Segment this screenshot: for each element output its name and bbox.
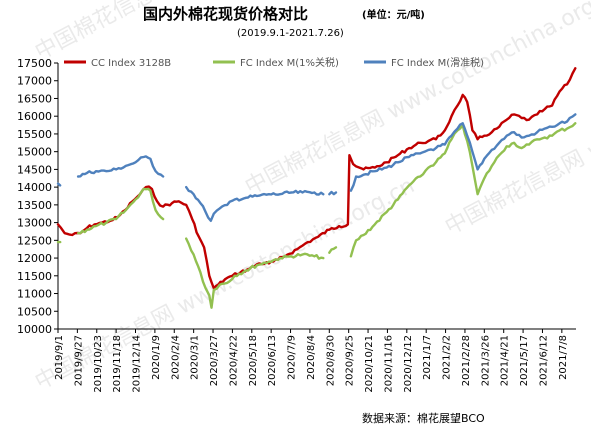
series-layer: [56, 67, 577, 309]
x-tick-label: 2019/10/23: [93, 335, 104, 393]
y-tick-label: 12500: [17, 234, 52, 247]
x-tick-label: 2021/2/28: [461, 335, 472, 386]
series-line: [328, 190, 338, 196]
x-tick-label: 2021/3/26: [480, 335, 491, 386]
y-tick-label: 16000: [17, 110, 52, 123]
x-tick-label: 2020/10/21: [364, 335, 375, 393]
y-tick-label: 14000: [17, 181, 52, 194]
x-tick-label: 2019/11/18: [112, 335, 123, 393]
y-tick-label: 15500: [17, 128, 52, 141]
series-line: [76, 187, 165, 235]
legend-label: FC Index M(滑准税): [391, 56, 484, 69]
y-tick-label: 10000: [17, 323, 52, 336]
chart-unit: (单位：元/吨): [362, 8, 425, 21]
x-tick-label: 2020/1/9: [151, 335, 162, 380]
x-tick-label: 2021/2/2: [442, 335, 453, 380]
x-tick-label: 2019/12/14: [132, 335, 143, 393]
x-tick-label: 2019/9/27: [73, 335, 84, 386]
x-tick-label: 2021/4/21: [500, 335, 511, 386]
x-tick-label: 2020/8/4: [306, 335, 317, 380]
y-tick-label: 13000: [17, 217, 52, 230]
series-1: [56, 67, 577, 290]
y-tick-label: 13500: [17, 199, 52, 212]
y-tick-label: 17000: [17, 75, 52, 88]
series-line: [349, 122, 577, 258]
x-tick-label: 2021/6/12: [538, 335, 549, 386]
series-line: [185, 237, 325, 309]
y-tick-label: 11500: [17, 270, 52, 283]
legend-label: FC Index M(1%关税): [240, 56, 339, 69]
series-line: [185, 185, 325, 222]
y-tick-label: 14500: [17, 163, 52, 176]
chart-title: 国内外棉花现货价格对比: [143, 5, 308, 23]
series-2: [56, 122, 577, 309]
x-tick-label: 2020/11/16: [383, 335, 394, 393]
legend-label: CC Index 3128B: [91, 58, 171, 69]
x-axis: 2019/9/1 2019/9/27 2019/10/23 2019/11/18 201…: [54, 328, 576, 393]
x-tick-label: 2020/7/9: [287, 335, 298, 380]
series-3: [56, 113, 577, 222]
x-tick-label: 2020/9/25: [345, 335, 356, 386]
series-line: [349, 113, 577, 192]
x-tick-label: 2020/3/1: [190, 335, 201, 380]
x-tick-label: 2020/6/13: [267, 335, 278, 386]
y-tick-label: 12000: [17, 252, 52, 265]
x-tick-label: 2019/9/1: [54, 335, 65, 380]
x-tick-label: 2020/12/12: [403, 335, 414, 393]
x-tick-label: 2020/4/22: [228, 335, 239, 386]
x-tick-label: 2020/5/18: [248, 335, 259, 386]
x-tick-label: 2020/8/30: [325, 335, 336, 386]
x-tick-label: 2021/1/7: [422, 335, 433, 380]
series-line: [76, 155, 165, 178]
legend: CC Index 3128B FC Index M(1%关税) FC Index M…: [64, 56, 484, 69]
y-tick-label: 16500: [17, 92, 52, 105]
x-tick-label: 2021/5/17: [519, 335, 530, 386]
x-tick-label: 2020/2/4: [170, 335, 181, 380]
y-tick-label: 17500: [17, 57, 52, 70]
series-line: [328, 246, 338, 254]
chart-subtitle: (2019.9.1-2021.7.26): [237, 28, 344, 39]
series-line: [56, 67, 577, 290]
x-tick-label: 2021/7/8: [558, 335, 569, 380]
y-tick-label: 10500: [17, 305, 52, 318]
y-tick-label: 15000: [17, 146, 52, 159]
source-note: 数据来源：棉花展望BCO: [362, 411, 485, 425]
series-line: [56, 182, 62, 187]
x-tick-label: 2020/3/27: [209, 335, 220, 386]
y-tick-label: 11000: [17, 288, 52, 301]
y-axis: 10000 10500 11000 11500 12000 12500 13000 13500…: [17, 57, 59, 336]
